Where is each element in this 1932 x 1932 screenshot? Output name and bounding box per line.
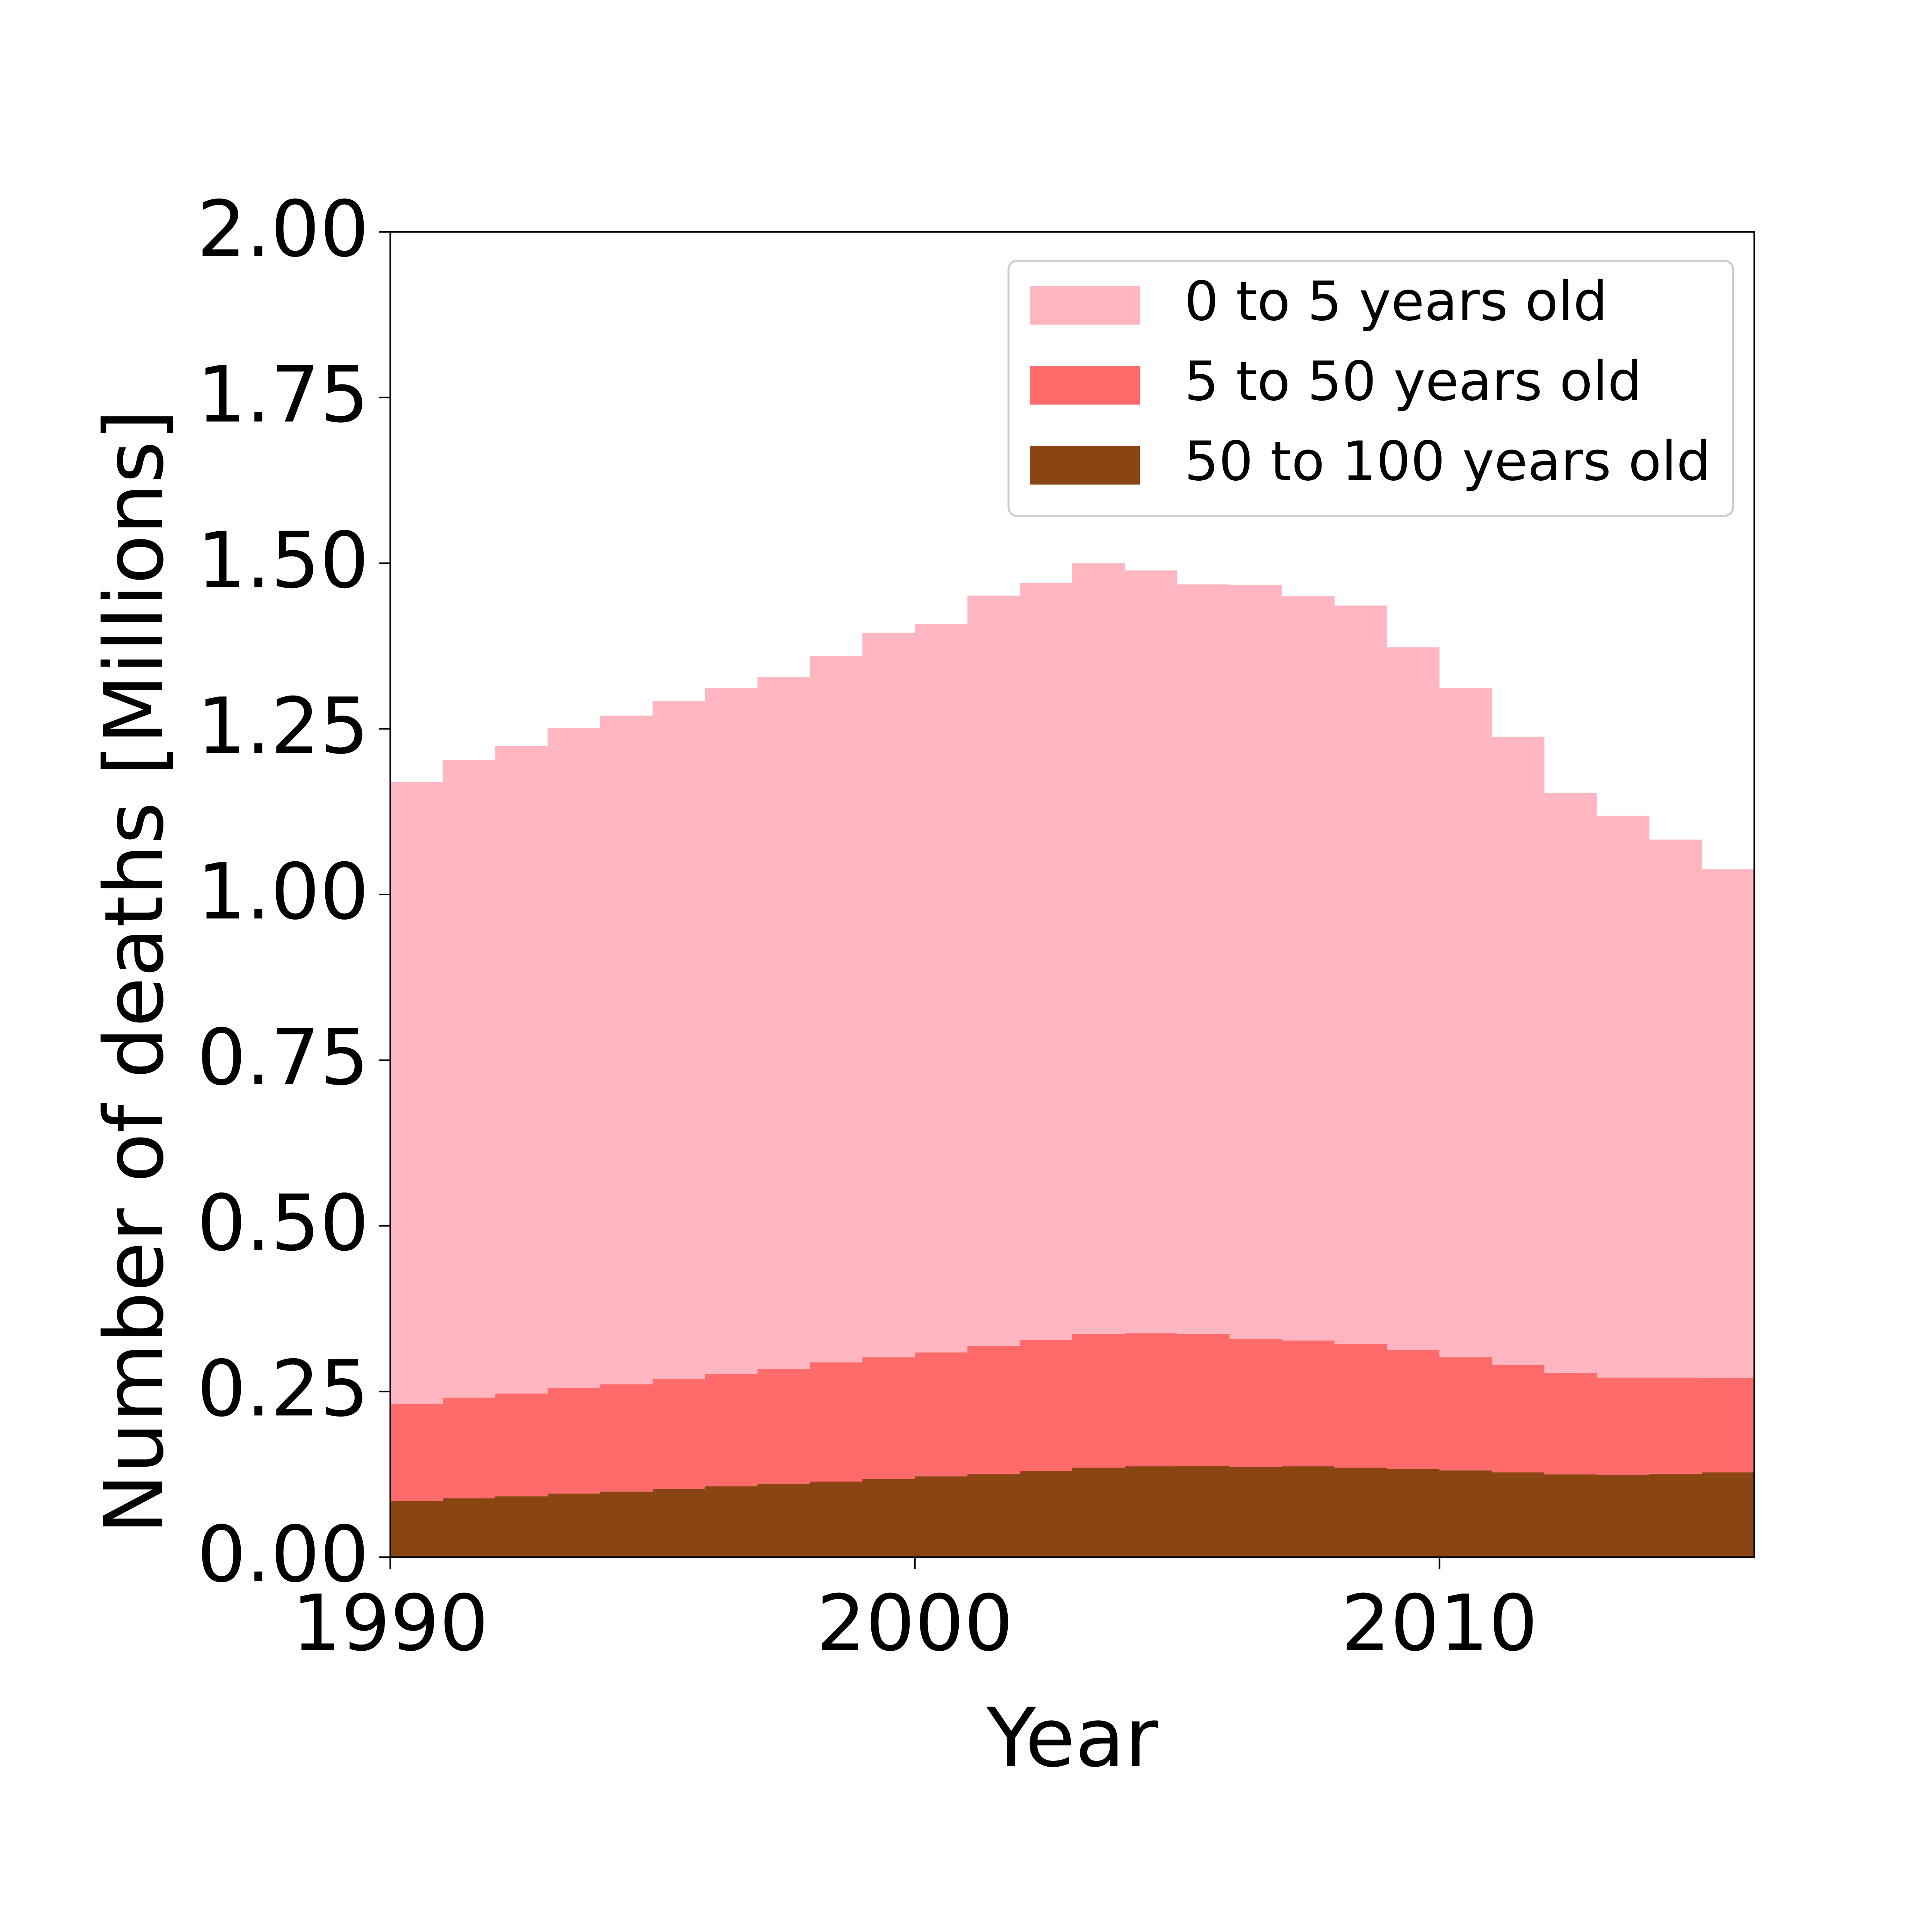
legend-swatch-5-to-50-years-old	[1030, 366, 1140, 405]
y-tick-label: 0.75	[197, 1013, 369, 1103]
x-tick-label: 1990	[292, 1578, 489, 1668]
legend-label-0-to-5-years-old: 0 to 5 years old	[1184, 270, 1607, 333]
y-tick-label: 1.75	[197, 350, 369, 440]
x-axis-title: Year	[986, 1690, 1158, 1785]
x-tick-label: 2010	[1341, 1578, 1538, 1668]
y-tick-label: 1.50	[197, 516, 369, 606]
legend-swatch-50-to-100-years-old	[1030, 446, 1140, 485]
plot-area	[390, 563, 1754, 1557]
legend-box	[1007, 260, 1734, 517]
area-50-to-100-years-old	[390, 1466, 1754, 1557]
legend-label-50-to-100-years-old: 50 to 100 years old	[1184, 430, 1711, 493]
y-tick-label: 1.00	[197, 847, 369, 937]
legend-swatch-0-to-5-years-old	[1030, 286, 1140, 325]
x-tick-label: 2000	[816, 1578, 1013, 1668]
y-axis-title: Number of deaths [Millions]	[87, 409, 182, 1534]
y-tick-label: 0.50	[197, 1179, 369, 1269]
y-tick-label: 1.25	[197, 681, 369, 771]
y-tick-label: 0.25	[197, 1344, 369, 1434]
y-tick-label: 2.00	[197, 184, 369, 274]
legend: 0 to 5 years old 5 to 50 years old 50 to 1…	[1007, 260, 1734, 517]
area-0-to-5-years-old	[390, 563, 1754, 1404]
area-5-to-50-years-old	[390, 1333, 1754, 1501]
y-tick-label: 0.00	[197, 1510, 369, 1600]
axes: 0.00 0.25 0.50 0.75 1.00 1.25 1.50 1.75 2.00 1990…	[197, 184, 1755, 1668]
legend-label-5-to-50-years-old: 5 to 50 years old	[1184, 350, 1642, 413]
